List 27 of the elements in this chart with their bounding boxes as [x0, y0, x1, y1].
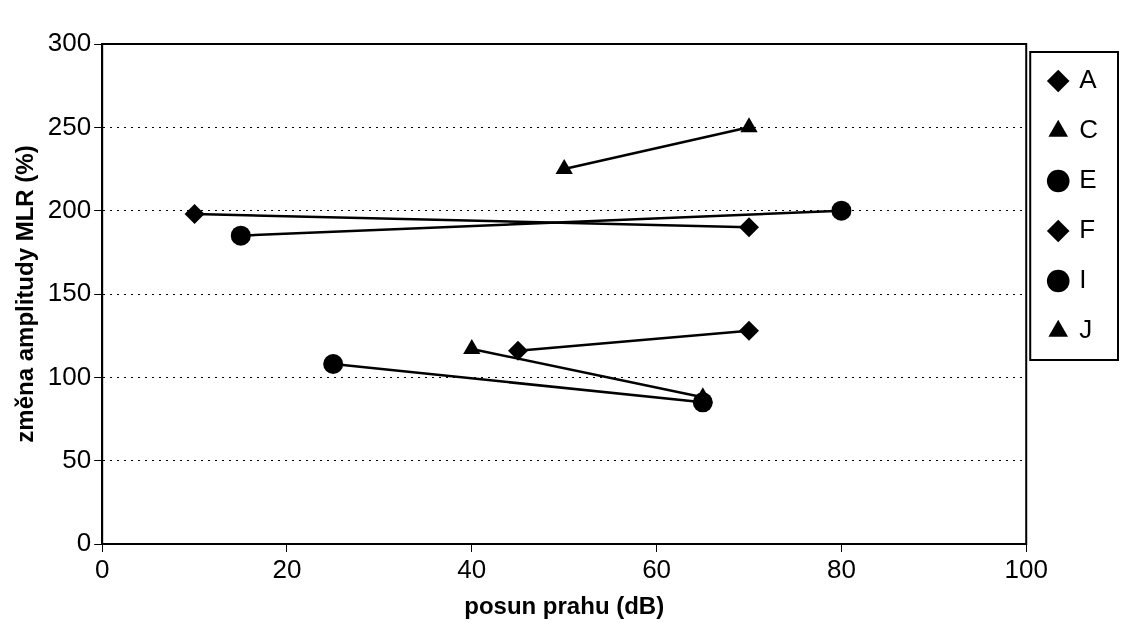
- y-axis-title: změna amplitudy MLR (%): [11, 145, 39, 443]
- point: [508, 340, 528, 361]
- point: [831, 200, 852, 221]
- x-tick-label: 60: [642, 553, 672, 584]
- y-tick-label: 300: [47, 27, 92, 58]
- point: [184, 204, 205, 224]
- x-tick-label: 100: [1004, 553, 1048, 584]
- legend-label: I: [1079, 264, 1087, 295]
- x-axis-title: posun prahu (dB): [464, 592, 665, 620]
- y-tick-label: 150: [47, 277, 92, 308]
- point: [230, 225, 251, 246]
- legend-label: A: [1079, 64, 1098, 95]
- legend-label: F: [1079, 214, 1096, 245]
- y-tick-label: 100: [47, 360, 92, 391]
- legend-label: C: [1079, 114, 1098, 145]
- point: [739, 320, 760, 341]
- x-tick-label: 40: [457, 553, 487, 584]
- y-tick-label: 0: [76, 527, 92, 558]
- legend-label: J: [1079, 314, 1093, 345]
- legend-label: E: [1079, 164, 1097, 195]
- point: [323, 354, 344, 374]
- x-tick-label: 20: [272, 553, 302, 584]
- y-tick-label: 50: [62, 443, 92, 474]
- y-tick-label: 200: [47, 193, 92, 224]
- x-tick-label: 80: [826, 553, 856, 584]
- point: [739, 217, 760, 238]
- y-tick-label: 250: [47, 110, 92, 141]
